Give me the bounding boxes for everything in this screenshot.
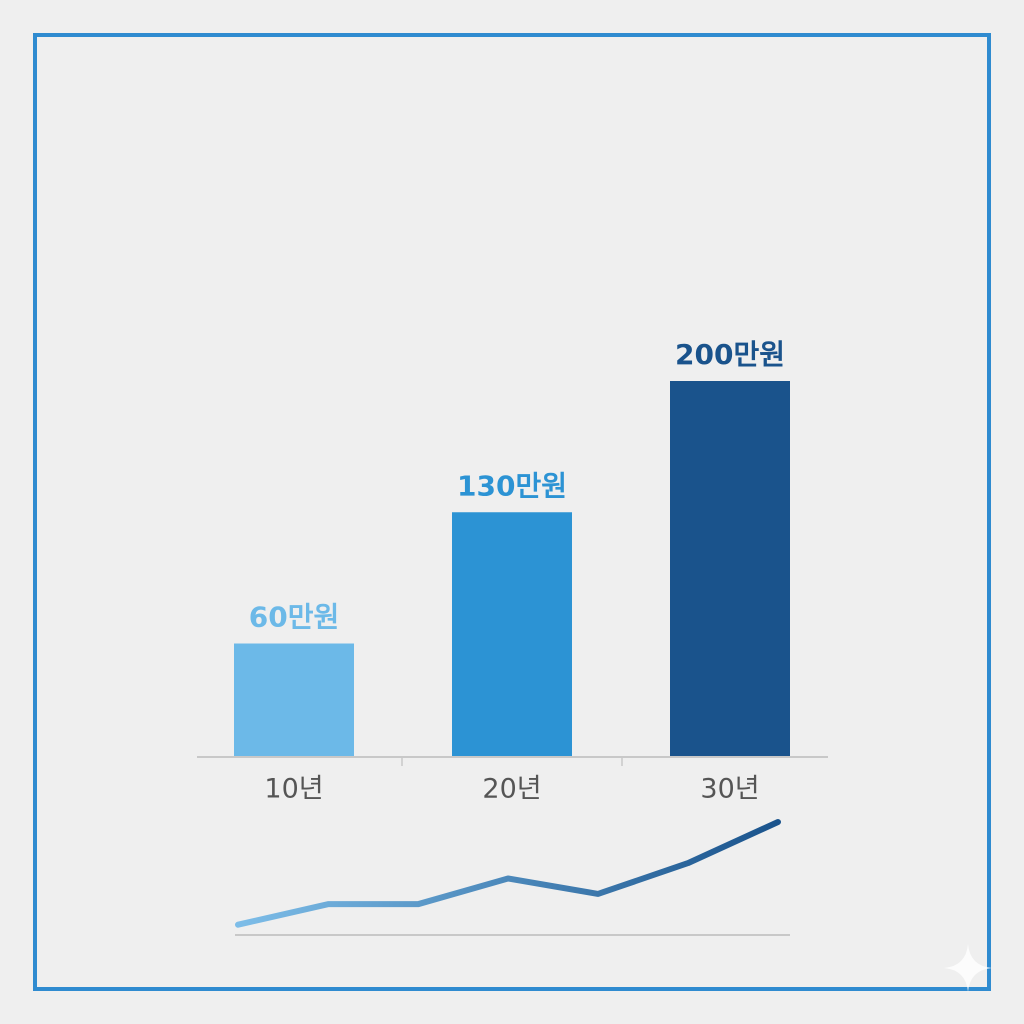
trend-line — [235, 819, 781, 928]
x-tick-label: 10년 — [264, 774, 323, 805]
frame — [33, 33, 991, 991]
x-tick-label: 30년 — [700, 774, 759, 805]
bar — [670, 381, 790, 756]
bar — [452, 512, 572, 756]
bar — [234, 643, 354, 756]
x-tick-label: 20년 — [482, 774, 541, 805]
value-label: 200만원 — [675, 338, 785, 371]
value-label: 130만원 — [457, 469, 567, 502]
value-label: 60만원 — [249, 601, 340, 634]
sparkle-icon — [944, 944, 992, 992]
